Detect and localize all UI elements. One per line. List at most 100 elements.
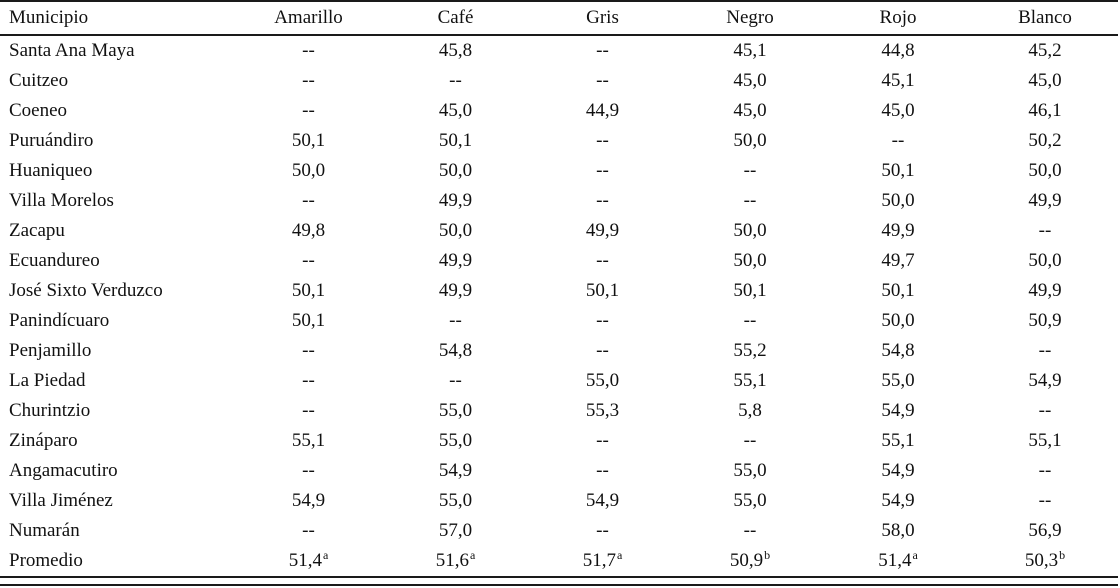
value-cell: --: [1038, 220, 1052, 241]
value-cell: 50,1: [881, 160, 915, 181]
column-header-cafe: Café: [382, 0, 529, 36]
municipio-cell: Panindícuaro: [9, 310, 110, 331]
value-cell: 49,9: [585, 220, 620, 241]
municipio-cell: Villa Morelos: [9, 190, 114, 211]
header-row: Municipio Amarillo Café Gris Negro Rojo Blanco: [0, 0, 1118, 36]
value-cell: --: [1038, 490, 1052, 511]
value-cell: --: [1038, 340, 1052, 361]
table-row: Villa Jiménez 54,9 55,0 54,9 55,0 54,9 --: [0, 486, 1118, 516]
value-cell: 45,0: [733, 70, 767, 91]
value-cell: --: [596, 70, 609, 91]
value-cell: --: [596, 520, 609, 541]
value-cell: 44,9: [585, 100, 620, 121]
table-row: Santa Ana Maya -- 45,8 -- 45,1 44,8 45,2: [0, 35, 1118, 66]
value-cell: 50,3b: [1024, 547, 1066, 571]
column-header-amarillo: Amarillo: [235, 0, 382, 36]
table-row: Penjamillo -- 54,8 -- 55,2 54,8 --: [0, 336, 1118, 366]
value-cell: 50,0: [291, 160, 326, 181]
municipio-cell: Angamacutiro: [9, 460, 118, 481]
value-cell: 50,0: [1028, 250, 1062, 271]
value-cell: 55,0: [733, 460, 767, 481]
value-cell: --: [743, 160, 757, 181]
table-row: Zacapu 49,8 50,0 49,9 50,0 49,9 --: [0, 216, 1118, 246]
column-header-municipio: Municipio: [0, 0, 235, 36]
municipio-cell: Cuitzeo: [9, 70, 69, 91]
value-cell: --: [302, 340, 315, 361]
value-cell: 55,0: [733, 490, 767, 511]
value-cell: --: [1038, 400, 1052, 421]
value-cell: 50,2: [1028, 130, 1062, 151]
value-cell: --: [449, 310, 462, 331]
value-cell: 49,9: [438, 190, 473, 211]
value-cell: --: [302, 100, 315, 121]
value-cell: 45,8: [438, 40, 473, 61]
value-cell: 45,0: [438, 100, 473, 121]
value-cell: --: [891, 130, 905, 151]
municipio-cell: Puruándiro: [9, 130, 94, 151]
value-cell: --: [596, 340, 609, 361]
column-header-rojo: Rojo: [824, 0, 972, 36]
value-cell: 5,8: [738, 400, 762, 421]
value-cell: 50,0: [733, 250, 767, 271]
value-cell: 49,9: [1028, 280, 1062, 301]
table-row: Angamacutiro -- 54,9 -- 55,0 54,9 --: [0, 456, 1118, 486]
value-cell: --: [302, 250, 315, 271]
value-cell: --: [596, 250, 609, 271]
significance-superscript: a: [322, 547, 329, 562]
value-cell: 54,9: [1028, 370, 1062, 391]
value-cell: --: [596, 130, 609, 151]
value-cell: 50,0: [733, 130, 767, 151]
value-cell: 50,0: [881, 190, 915, 211]
value-cell: 54,9: [881, 490, 915, 511]
value-cell: 55,3: [585, 400, 620, 421]
table-row: La Piedad -- -- 55,0 55,1 55,0 54,9: [0, 366, 1118, 396]
municipio-cell: Villa Jiménez: [9, 490, 113, 511]
municipio-grain-color-table: Municipio Amarillo Café Gris Negro Rojo Blanco…: [0, 0, 1118, 576]
value-cell: 50,0: [438, 160, 473, 181]
value-cell: 55,1: [881, 430, 915, 451]
value-cell: 50,0: [733, 220, 767, 241]
value-cell: 54,9: [881, 400, 915, 421]
value-cell: --: [302, 40, 315, 61]
value-cell: 49,9: [881, 220, 915, 241]
value-cell: 54,8: [438, 340, 473, 361]
column-header-gris: Gris: [529, 0, 676, 36]
value-cell: 51,4a: [288, 547, 329, 571]
value-cell: 51,6a: [435, 547, 476, 571]
value-cell: 55,1: [733, 370, 767, 391]
municipio-cell: Coeneo: [9, 100, 68, 121]
value-cell: 50,1: [881, 280, 915, 301]
value-cell: --: [596, 430, 609, 451]
value-cell: 55,0: [438, 400, 473, 421]
value-cell: --: [302, 370, 315, 391]
value-cell: 46,1: [1028, 100, 1062, 121]
table-row: Promedio 51,4a 51,6a 51,7a 50,9b 51,4a 50,3b: [0, 546, 1118, 576]
table-row: Villa Morelos -- 49,9 -- -- 50,0 49,9: [0, 186, 1118, 216]
value-cell: 57,0: [438, 520, 473, 541]
value-cell: 55,2: [733, 340, 767, 361]
value-cell: 49,7: [881, 250, 915, 271]
value-cell: 51,7a: [582, 547, 623, 571]
value-cell: 50,1: [733, 280, 767, 301]
value-cell: 49,8: [291, 220, 326, 241]
value-cell: --: [596, 190, 609, 211]
municipio-cell: Santa Ana Maya: [9, 40, 135, 61]
value-cell: 50,0: [881, 310, 915, 331]
table-row: Puruándiro 50,1 50,1 -- 50,0 -- 50,2: [0, 126, 1118, 156]
bottom-rule-inner: [0, 584, 1118, 586]
value-cell: --: [596, 40, 609, 61]
value-cell: 45,0: [881, 100, 915, 121]
value-cell: 50,9: [1028, 310, 1062, 331]
value-cell: 56,9: [1028, 520, 1062, 541]
municipio-cell: Penjamillo: [9, 340, 92, 361]
value-cell: 55,0: [585, 370, 620, 391]
value-cell: 55,0: [438, 490, 473, 511]
municipio-cell: Numarán: [9, 520, 80, 541]
municipio-cell: Zacapu: [9, 220, 65, 241]
value-cell: 45,1: [733, 40, 767, 61]
value-cell: 51,4a: [878, 547, 918, 571]
value-cell: 49,9: [438, 250, 473, 271]
value-cell: 50,1: [291, 280, 326, 301]
value-cell: --: [449, 70, 462, 91]
